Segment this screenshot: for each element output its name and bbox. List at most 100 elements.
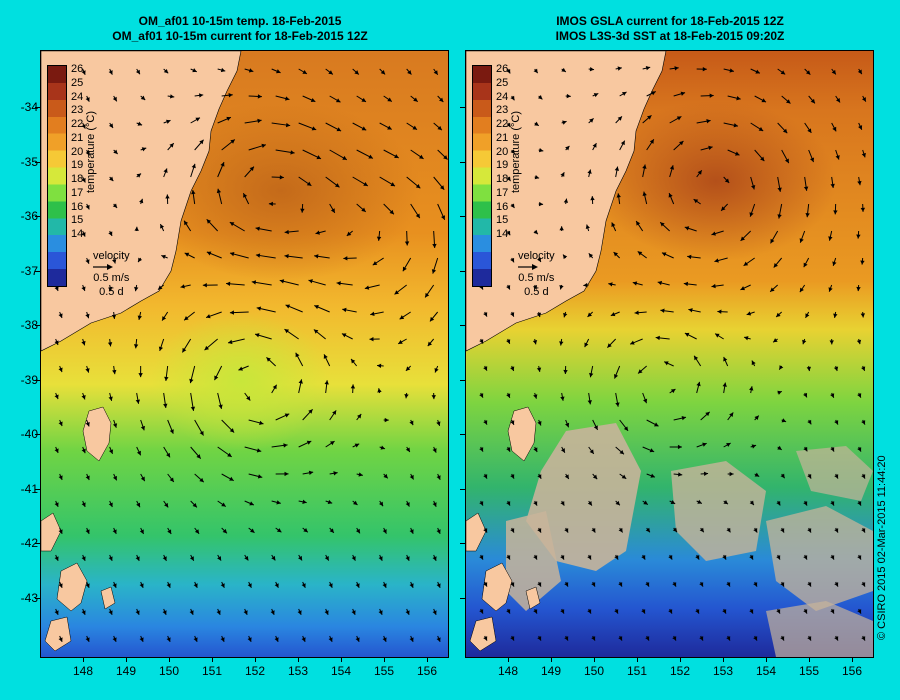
current-vector-head: [699, 582, 704, 587]
longitude-tick: [766, 657, 767, 662]
current-vector-head: [753, 636, 758, 641]
current-vector-head: [587, 400, 592, 405]
current-vector-head: [721, 206, 726, 211]
velocity-duration-left: 0.5 d: [99, 286, 124, 298]
current-vector-head: [334, 183, 340, 188]
current-vector-head: [81, 502, 86, 507]
current-vector-head: [300, 208, 305, 213]
current-vector-head: [860, 313, 866, 318]
latitude-tick: [460, 543, 465, 544]
current-vector-head: [861, 366, 866, 371]
island: [41, 512, 62, 552]
current-vector-head: [857, 180, 862, 186]
colorbar-tick-label: 25: [496, 76, 509, 89]
current-vector-head: [249, 166, 254, 172]
latitude-tick: [460, 270, 465, 272]
current-vector-head: [699, 636, 704, 641]
current-vector-head: [660, 308, 665, 313]
current-vector-head: [565, 145, 570, 151]
current-vector-head: [166, 637, 171, 642]
current-vector-head: [661, 252, 667, 257]
current-vector-head: [336, 127, 342, 132]
current-vector-head: [192, 502, 197, 508]
current-vector-head: [310, 98, 316, 103]
current-vector-head: [383, 473, 388, 479]
current-vector-head: [736, 96, 741, 101]
current-vector-head: [649, 448, 655, 453]
current-vector-head: [807, 419, 812, 425]
current-vector-head: [355, 583, 360, 588]
colorbar-tick-label: 22: [496, 118, 509, 130]
current-vector-head: [81, 395, 86, 400]
current-vector-head: [537, 528, 542, 533]
current-vector-head: [614, 609, 619, 614]
current-vector-head: [857, 609, 862, 614]
current-vector-head: [560, 448, 565, 453]
current-vector-head: [162, 610, 167, 615]
current-vector-head: [585, 224, 590, 230]
current-vector-head: [559, 285, 564, 290]
current-vector-head: [324, 380, 329, 385]
current-vector-head: [715, 333, 720, 338]
longitude-tick: [169, 657, 170, 662]
current-vector-head: [587, 312, 592, 317]
current-vector-head: [776, 609, 781, 614]
current-vector-head: [510, 528, 515, 533]
current-vector-head: [432, 610, 437, 615]
current-vector-head: [830, 609, 835, 614]
current-vector-head: [220, 67, 226, 73]
current-vector-head: [830, 183, 835, 188]
current-vector-head: [276, 528, 282, 533]
current-vector-head: [636, 221, 641, 226]
current-vector-head: [560, 609, 565, 614]
current-vector-head: [740, 286, 746, 291]
latitude-tick: [35, 488, 40, 490]
current-vector-head: [306, 440, 312, 445]
current-vector-head: [807, 582, 812, 587]
current-vector-head: [754, 415, 759, 420]
current-vector-head: [828, 236, 833, 241]
current-vector-head: [776, 312, 781, 318]
current-vector-head: [323, 354, 328, 359]
velocity-duration-right: 0.5 d: [524, 286, 549, 298]
current-vector-head: [354, 443, 360, 448]
current-vector-head: [587, 555, 592, 560]
current-vector-head: [355, 637, 360, 642]
current-vector-head: [834, 636, 839, 641]
current-vector-head: [799, 238, 804, 243]
current-vector-head: [615, 500, 620, 506]
current-vector-head: [268, 201, 273, 207]
current-vector-head: [483, 474, 488, 479]
longitude-tick-label: 151: [626, 664, 648, 678]
current-vector-head: [257, 94, 262, 99]
current-vector-head: [696, 381, 701, 387]
current-vector-head: [683, 281, 689, 287]
current-vector-head: [398, 339, 403, 344]
current-vector-head: [431, 269, 437, 274]
latitude-tick: [35, 325, 40, 326]
current-vector-head: [773, 338, 778, 343]
current-vector-head: [833, 313, 838, 318]
current-vector-head: [140, 95, 146, 100]
current-vector-head: [111, 314, 117, 319]
current-vector-head: [697, 170, 702, 175]
current-vector-head: [301, 583, 306, 588]
current-vector-head: [195, 117, 200, 122]
velocity-key-left: velocity 0.5 m/s 0.5 d: [93, 249, 130, 299]
current-vector-head: [404, 394, 409, 399]
current-vector-head: [415, 184, 421, 189]
current-vector-head: [167, 529, 172, 534]
current-vector-head: [184, 252, 190, 257]
current-vector-head: [726, 443, 731, 447]
current-vector-head: [780, 473, 785, 479]
longitude-tick-label: 153: [712, 664, 734, 678]
longitude-tick-label: 155: [798, 664, 820, 678]
current-vector-head: [193, 637, 198, 642]
current-vector-head: [229, 310, 235, 315]
right-title: IMOS GSLA current for 18-Feb-2015 12Z IM…: [460, 14, 880, 44]
current-vector-head: [749, 609, 754, 614]
longitude-tick: [551, 657, 552, 662]
current-vector-head: [216, 610, 221, 615]
colorbar-tick-label: 17: [496, 186, 509, 199]
longitude-tick-label: 153: [287, 664, 309, 678]
